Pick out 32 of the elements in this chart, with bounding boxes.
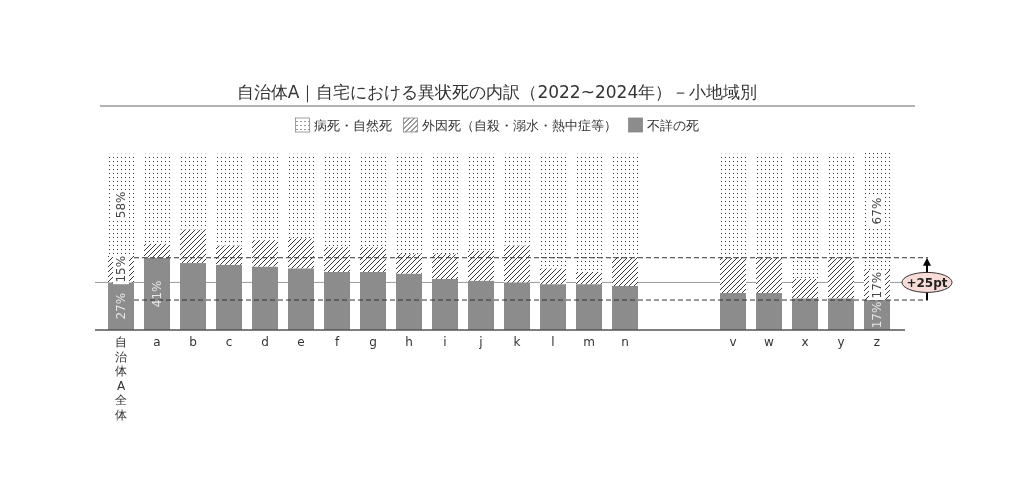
legend-label: 病死・自然死 (313, 118, 392, 133)
x-tick-label: d (261, 335, 269, 349)
x-tick-label: h (405, 335, 413, 349)
data-label: 41% (150, 280, 164, 308)
x-tick-label: k (513, 335, 521, 349)
x-tick-label: b (189, 335, 197, 349)
data-label: 67% (870, 197, 884, 225)
x-tick-label: f (334, 335, 340, 349)
data-label: 17% (870, 271, 884, 299)
x-tick-label: e (297, 335, 305, 349)
data-label: 15% (114, 255, 128, 283)
x-tick-label: x (801, 335, 809, 349)
x-tick-label: 自治体A全体 (115, 335, 127, 422)
annotation: +25pt (906, 275, 948, 290)
x-tick-label: i (443, 335, 447, 349)
x-tick-label: y (837, 335, 845, 349)
chart-title: 自治体A｜自宅における異状死の内訳（2022~2024年）－小地域別 (236, 82, 758, 103)
x-tick-label: w (764, 335, 775, 349)
legend-label: 外因死（自殺・溺水・熱中症等） (421, 118, 617, 133)
x-tick-label: c (225, 335, 233, 349)
x-tick-label: a (153, 335, 161, 349)
x-tick-label: m (583, 335, 595, 349)
x-tick-label: g (369, 335, 377, 349)
x-tick-label: n (621, 335, 629, 349)
data-label: 17% (870, 301, 884, 329)
legend-label: 不詳の死 (646, 118, 699, 133)
data-label: 58% (114, 191, 128, 219)
data-label: 27% (114, 292, 128, 320)
x-tick-label: j (478, 335, 483, 349)
x-tick-label: v (729, 335, 737, 349)
x-tick-label: z (873, 335, 881, 349)
x-tick-label: l (551, 335, 555, 349)
